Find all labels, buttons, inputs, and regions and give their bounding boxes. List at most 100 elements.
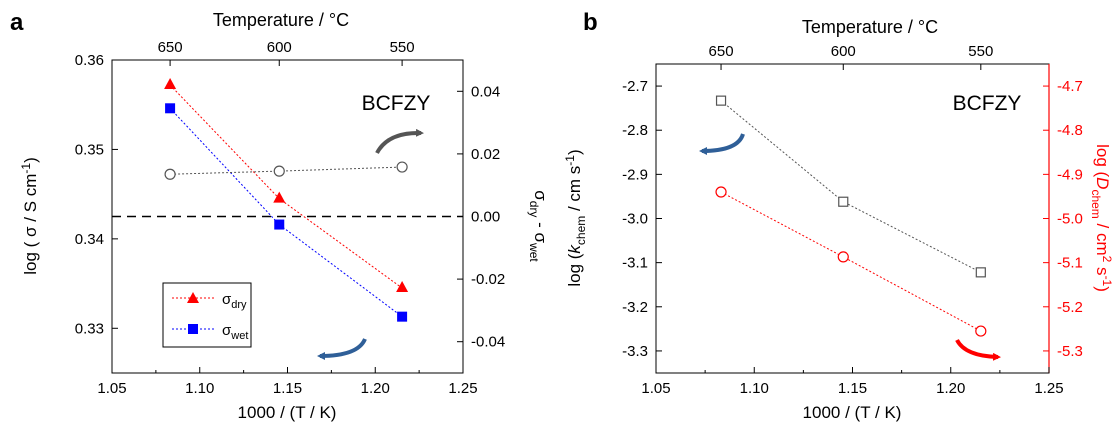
x-tick-label-a-3: 1.20 [361,380,390,397]
data-point-a-2-2 [396,161,408,173]
y2-title-minus: - σ [531,217,550,243]
y2-tick-label-b-2: -5.1 [1057,255,1083,272]
legend-marker-square [188,324,198,334]
x-ticks-b: 1.05 1.10 1.15 1.20 1.25 [641,367,1064,397]
top-tick-label-a-0: 650 [158,39,183,56]
panel-b: b Temperature / °C 1.05 1.10 1.15 1.20 1.25 … [563,9,1114,422]
data-point-a-2-0 [164,168,176,180]
y-tick-label-b-4: -2.9 [622,166,648,183]
y2b-d: D [1093,177,1112,189]
top-tick-label-b-1: 600 [831,43,856,60]
arrow-left-axis-a [317,338,367,360]
y-tick-label-a-2: 0.35 [75,141,104,158]
x-tick-label-b-2: 1.15 [838,380,867,397]
fit-lines-a [169,84,403,318]
x-ticks-a: 1.05 1.10 1.15 1.20 1.25 [97,367,478,397]
y-axis-title-a: log ( σ / S cm-1) [19,157,40,275]
x-tick-label-a-1: 1.10 [185,380,214,397]
data-point-a-2-1 [273,165,285,177]
data-point-a-1-2 [397,311,408,322]
y2-title-wet: wet [527,242,541,262]
y-tick-label-b-6: -2.7 [622,78,648,95]
y2b-sup: -1 [1100,276,1114,287]
y2-tick-label-a-4: 0.04 [471,83,500,100]
series-line-a-0 [169,84,403,289]
x-axis-title-b: 1000 / (T / K) [803,403,902,422]
y2b-s: s [1093,262,1112,275]
y-tick-label-a-0: 0.33 [75,320,104,337]
y2-tick-label-b-4: -4.9 [1057,166,1083,183]
y2-ticks-b: -5.3 -5.2 -5.1 -5.0 -4.9 -4.8 -4.7 [1043,78,1083,360]
y2-tick-label-a-1: -0.02 [471,271,505,288]
y-ticks-a: 0.33 0.34 0.35 0.36 [75,52,118,337]
data-point-b-0-1 [838,196,849,207]
legend-label-dry: σdry [222,291,247,311]
data-point-b-0-0 [715,95,727,106]
panel-a: a Temperature / °C 1.05 1.10 1.15 1.20 1.25 … [10,9,550,422]
legend-wet-sub: wet [230,330,248,342]
y2-axis-title-a: σdry - σwet [527,190,550,262]
x-axis-title-a: 1000 / (T / K) [238,403,337,422]
y-axis-title-a-pre: log ( σ / S cm [21,174,40,275]
data-points-b [715,95,987,337]
y2-tick-label-a-2: 0.00 [471,209,500,226]
y2-axis-title-b: log (Dchem / cm2 s-1) [1089,144,1114,292]
yb-k: k [565,244,584,254]
top-tick-label-b-2: 550 [968,43,993,60]
data-points-a [164,78,409,322]
x-tick-label-a-2: 1.15 [273,380,302,397]
y2-tick-label-a-0: -0.04 [471,334,505,351]
legend-item-dry: σdry [172,291,247,311]
y-tick-label-b-1: -3.2 [622,299,648,316]
legend-wet-main: σ [222,322,232,339]
series-line-b-1 [720,191,982,332]
yb-post: ) [565,149,584,155]
yb-pre: log ( [565,253,584,286]
y2-title-dry: dry [527,201,541,218]
annotation-bcfzy-b: BCFZY [953,92,1022,115]
y2-tick-label-b-0: -5.3 [1057,343,1083,360]
y2-title-sigma1: σ [531,190,550,201]
legend-marker-triangle [187,292,199,303]
y2-tick-label-b-1: -5.2 [1057,299,1083,316]
series-line-b-0 [720,100,982,273]
y2-tick-label-a-3: 0.02 [471,146,500,163]
y-tick-label-b-5: -2.8 [622,122,648,139]
y2b-mid: / cm [1093,219,1112,256]
y-axis-title-b: log (kchem / cm s-1) [563,149,588,286]
y-tick-label-a-3: 0.36 [75,52,104,69]
x-tick-label-a-4: 1.25 [448,380,477,397]
panel-label-a: a [10,9,24,36]
series-line-a-1 [169,107,403,318]
x-tick-label-b-1: 1.10 [740,380,769,397]
panel-label-b: b [583,9,598,36]
series-line-a-2 [170,166,403,175]
x-tick-label-b-3: 1.20 [936,380,965,397]
legend-a [162,282,252,348]
yb-mid: / cm s [565,166,584,216]
data-point-a-1-1 [274,219,285,230]
y-axis-title-a-post: ) [21,157,40,163]
y-axis-title-a-sup: -1 [19,163,33,174]
y-tick-label-b-3: -3.0 [622,211,648,228]
top-axis-title-b: Temperature / °C [802,17,938,37]
data-point-b-0-2 [975,267,986,278]
legend-dry-main: σ [222,291,232,308]
x-tick-label-b-4: 1.25 [1034,380,1063,397]
legend-item-wet: σwet [172,322,248,342]
y-tick-label-b-0: -3.3 [622,343,648,360]
y-tick-label-a-1: 0.34 [75,231,104,248]
arrow-right-axis-b [955,338,1001,361]
top-tick-label-b-0: 650 [709,43,734,60]
legend-label-wet: σwet [222,322,248,342]
y-ticks-b: -3.3 -3.2 -3.1 -3.0 -2.9 -2.8 -2.7 [622,78,662,360]
y2b-chem: chem [1089,189,1103,218]
top-axis-title-a: Temperature / °C [213,10,349,30]
top-tick-label-a-2: 550 [390,39,415,56]
data-point-a-0-1 [273,191,286,203]
yb-sup: -1 [563,155,577,166]
data-point-b-1-2 [975,325,987,337]
top-tick-label-a-1: 600 [267,39,292,56]
arrow-right-axis-a [375,128,424,155]
